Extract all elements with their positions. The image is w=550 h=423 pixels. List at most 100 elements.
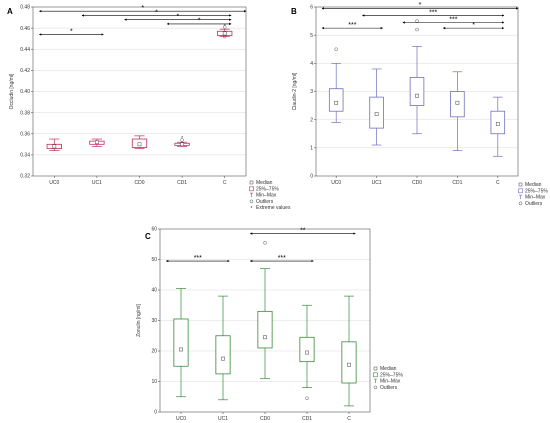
median-marker [95,140,99,145]
significance-label: * [472,22,475,29]
y-tick-label: 0.40 [20,89,30,95]
legend-box-swatch [373,372,378,378]
legend-entry: 25%–75% [380,372,403,378]
legend-entry: Median [525,182,542,188]
x-tick-label: UC0 [331,180,341,186]
y-tick-label: 0 [310,174,313,180]
median-marker [334,100,339,105]
extreme-point: * [181,136,183,142]
y-axis-label: Zonulin [ng/ml] [136,303,142,336]
median-marker [180,142,184,147]
median-marker [455,100,460,105]
x-tick-label: CD1 [452,180,462,186]
y-tick-label: 0.46 [20,26,30,32]
y-tick-label: 0.34 [20,153,30,159]
median-marker [137,142,142,147]
x-tick-label: C [347,416,351,422]
significance-label: * [70,28,73,35]
legend-entry: Median [256,180,273,186]
panel-b-label: B [291,7,297,16]
median-marker [415,93,419,98]
significance-label: *** [449,16,457,23]
y-axis-label: Claudin-2 [ng/ml] [292,72,298,110]
median-marker [347,362,351,367]
legend-entry: Outliers [256,199,274,205]
significance-label: ** [300,227,306,234]
y-tick-label: 0.48 [20,5,30,11]
legend-entry: Median [380,366,397,372]
legend-entry: Extreme values [256,205,291,211]
median-marker [495,122,500,126]
y-tick-label: 0.38 [20,110,30,116]
legend-box-swatch [249,186,254,192]
panel-a-label: A [7,7,13,16]
median-marker [222,31,227,36]
outlier-point [180,138,184,142]
box-iqr [257,310,273,349]
box-iqr [173,318,189,367]
y-tick-label: 0.36 [20,131,30,137]
x-tick-label: CD0 [260,416,270,422]
x-tick-label: UC1 [218,416,228,422]
significance-label: *** [348,22,356,29]
x-tick-label: C [496,180,500,186]
legend-entry: Outliers [380,385,398,391]
median-marker [179,347,183,352]
legend-entry: 25%–75% [256,186,279,192]
legend-median-swatch [249,180,254,185]
significance-label: * [198,18,201,25]
outlier-point [334,47,338,51]
significance-label: * [141,5,144,12]
box-iqr [299,336,315,363]
outlier-point [222,34,227,39]
median-marker [305,350,309,355]
legend-box-swatch [518,188,523,194]
y-tick-label: 30 [151,318,157,324]
legend-median-swatch [373,366,378,371]
median-marker [52,144,57,149]
significance-label: * [155,9,158,16]
y-tick-label: 6 [310,5,313,11]
x-tick-label: CD1 [177,180,187,186]
outlier-point [305,396,309,401]
outlier-point [415,27,419,32]
y-tick-label: 10 [151,379,157,385]
significance-label: * [176,13,179,20]
legend-entry: Outliers [525,201,543,207]
legend-entry: Min–Max [380,379,401,385]
box-iqr [215,335,231,375]
legend-outlier-swatch [249,199,254,204]
significance-label: *** [429,9,437,16]
x-tick-label: C [223,180,227,186]
y-tick-label: 0.44 [20,47,30,53]
y-tick-label: 0 [154,410,157,416]
x-tick-label: UC1 [92,180,102,186]
legend-entry: Min–Max [256,193,277,199]
x-tick-label: UC1 [372,180,382,186]
y-tick-label: 0.42 [20,68,30,74]
y-tick-label: 0.32 [20,174,30,180]
panel-a-chart: A 0.32 0.34 0.36 0.38 0.40 0.42 0.44 0.46 0.48 Occ… [7,5,291,212]
y-tick-label: 40 [151,288,157,294]
y-tick-label: 1 [310,146,313,152]
y-tick-label: 5 [310,33,313,39]
box-iqr [341,341,357,384]
significance-label: *** [278,255,286,262]
x-tick-label: CD1 [302,416,312,422]
outlier-point [222,25,227,29]
legend-outlier-swatch [373,385,378,390]
y-tick-label: 50 [151,257,157,263]
box-iqr [328,88,344,112]
x-tick-label: UC0 [49,180,59,186]
y-tick-label: 4 [310,61,313,67]
median-marker [221,356,225,361]
x-tick-label: UC0 [176,416,186,422]
legend-entry: Min–Max [525,195,546,201]
outlier-point [263,240,267,245]
significance-label: * [419,2,422,9]
